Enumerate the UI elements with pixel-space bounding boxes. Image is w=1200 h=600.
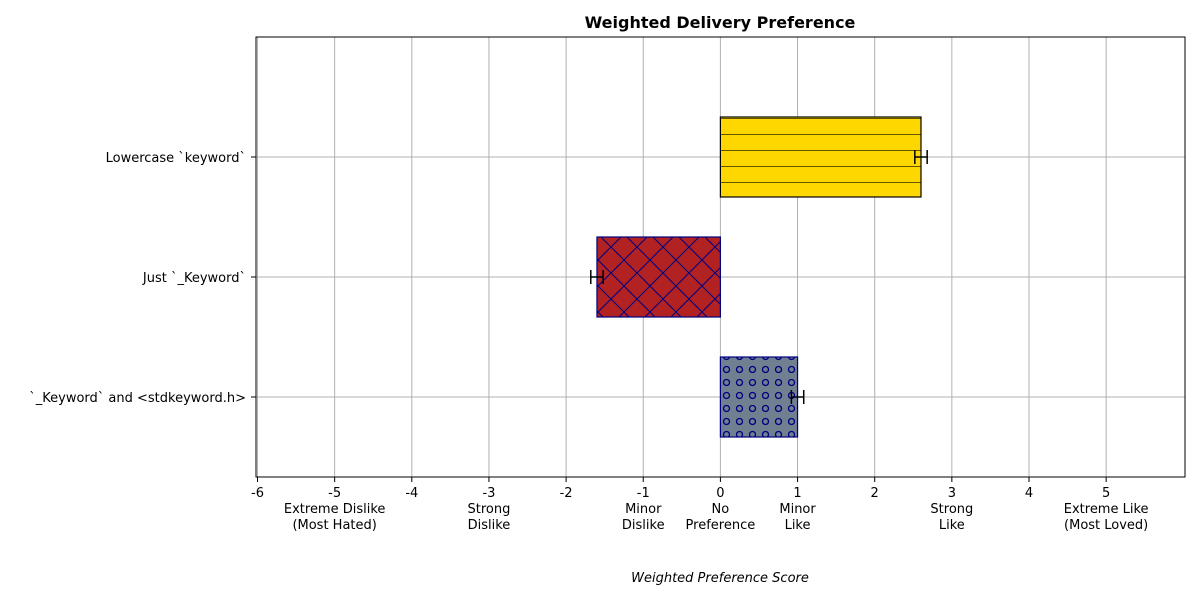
x-axis-label: Weighted Preference Score xyxy=(631,571,809,586)
x-tick-description: No xyxy=(712,502,730,517)
error-bar xyxy=(914,150,928,164)
bar xyxy=(719,116,922,198)
x-tick-description: Minor xyxy=(625,502,662,517)
chart-title: Weighted Delivery Preference xyxy=(585,13,856,32)
x-tick-description: Extreme Dislike xyxy=(284,502,386,517)
x-tick-description: Strong xyxy=(468,502,511,517)
x-tick-label: -3 xyxy=(482,486,495,501)
error-bar xyxy=(590,270,604,284)
bar xyxy=(719,356,799,438)
x-tick-label: 0 xyxy=(716,486,724,501)
x-tick-description: Like xyxy=(785,518,811,533)
x-tick-description: Dislike xyxy=(622,518,665,533)
x-tick-label: -4 xyxy=(405,486,418,501)
x-tick-description: (Most Hated) xyxy=(292,518,376,533)
error-bars xyxy=(590,150,928,404)
x-tick-label: 2 xyxy=(871,486,879,501)
bars xyxy=(596,116,922,438)
x-tick-label: 1 xyxy=(793,486,801,501)
x-tick-label: -6 xyxy=(251,486,264,501)
x-tick-description: (Most Loved) xyxy=(1064,518,1148,533)
x-tick-label: 3 xyxy=(948,486,956,501)
x-tick-description: Extreme Like xyxy=(1064,502,1149,517)
y-category-label: `_Keyword` and <stdkeyword.h> xyxy=(29,391,246,406)
x-tick-label: 4 xyxy=(1025,486,1033,501)
x-tick-description: Like xyxy=(939,518,965,533)
y-category-label: Just `_Keyword` xyxy=(142,271,246,286)
x-tick-label: 5 xyxy=(1102,486,1110,501)
x-tick-label: -2 xyxy=(560,486,573,501)
x-tick-label: -1 xyxy=(637,486,650,501)
y-axis: Lowercase `keyword` Just `_Keyword` `_Keyw… xyxy=(29,151,256,406)
x-tick-description: Strong xyxy=(930,502,973,517)
error-bar xyxy=(790,390,805,404)
y-category-label: Lowercase `keyword` xyxy=(106,151,246,166)
bar xyxy=(596,236,722,318)
x-tick-description: Preference xyxy=(686,518,756,533)
x-tick-description: Minor xyxy=(779,502,816,517)
x-tick-label: -5 xyxy=(328,486,341,501)
x-tick-description: Dislike xyxy=(468,518,511,533)
